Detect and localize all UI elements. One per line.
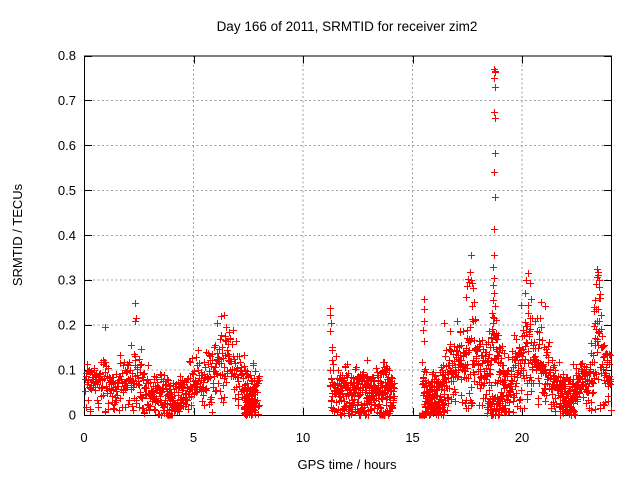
x-tick-label: 20 bbox=[515, 430, 529, 445]
y-tick-label: 0.6 bbox=[58, 138, 76, 153]
x-axis-label: GPS time / hours bbox=[298, 457, 397, 472]
zero-value-square-marker bbox=[418, 412, 425, 419]
y-tick-label: 0.2 bbox=[58, 318, 76, 333]
y-axis-label: SRMTID / TECUs bbox=[10, 183, 25, 286]
y-tick-label: 0 bbox=[69, 408, 76, 423]
scatter-plus-markers bbox=[82, 66, 615, 419]
y-tick-label: 0.7 bbox=[58, 93, 76, 108]
x-tick-label: 10 bbox=[296, 430, 310, 445]
y-tick-label: 0.8 bbox=[58, 48, 76, 63]
y-tick-label: 0.5 bbox=[58, 183, 76, 198]
y-tick-label: 0.3 bbox=[58, 273, 76, 288]
chart-title: Day 166 of 2011, SRMTID for receiver zim… bbox=[217, 19, 478, 34]
x-tick-label: 5 bbox=[190, 430, 197, 445]
y-tick-label: 0.4 bbox=[58, 228, 76, 243]
zero-value-square-marker bbox=[166, 412, 173, 419]
grid-lines bbox=[84, 55, 611, 415]
x-tick-label: 15 bbox=[405, 430, 419, 445]
x-tick-label: 0 bbox=[80, 430, 87, 445]
y-tick-label: 0.1 bbox=[58, 363, 76, 378]
data-points bbox=[82, 66, 615, 419]
zero-value-square-marker bbox=[379, 412, 386, 419]
tick-labels: 0 5 10 15 20 0 0.1 0.2 0.3 0.4 0.5 0.6 0.7 0.8 bbox=[58, 48, 529, 445]
